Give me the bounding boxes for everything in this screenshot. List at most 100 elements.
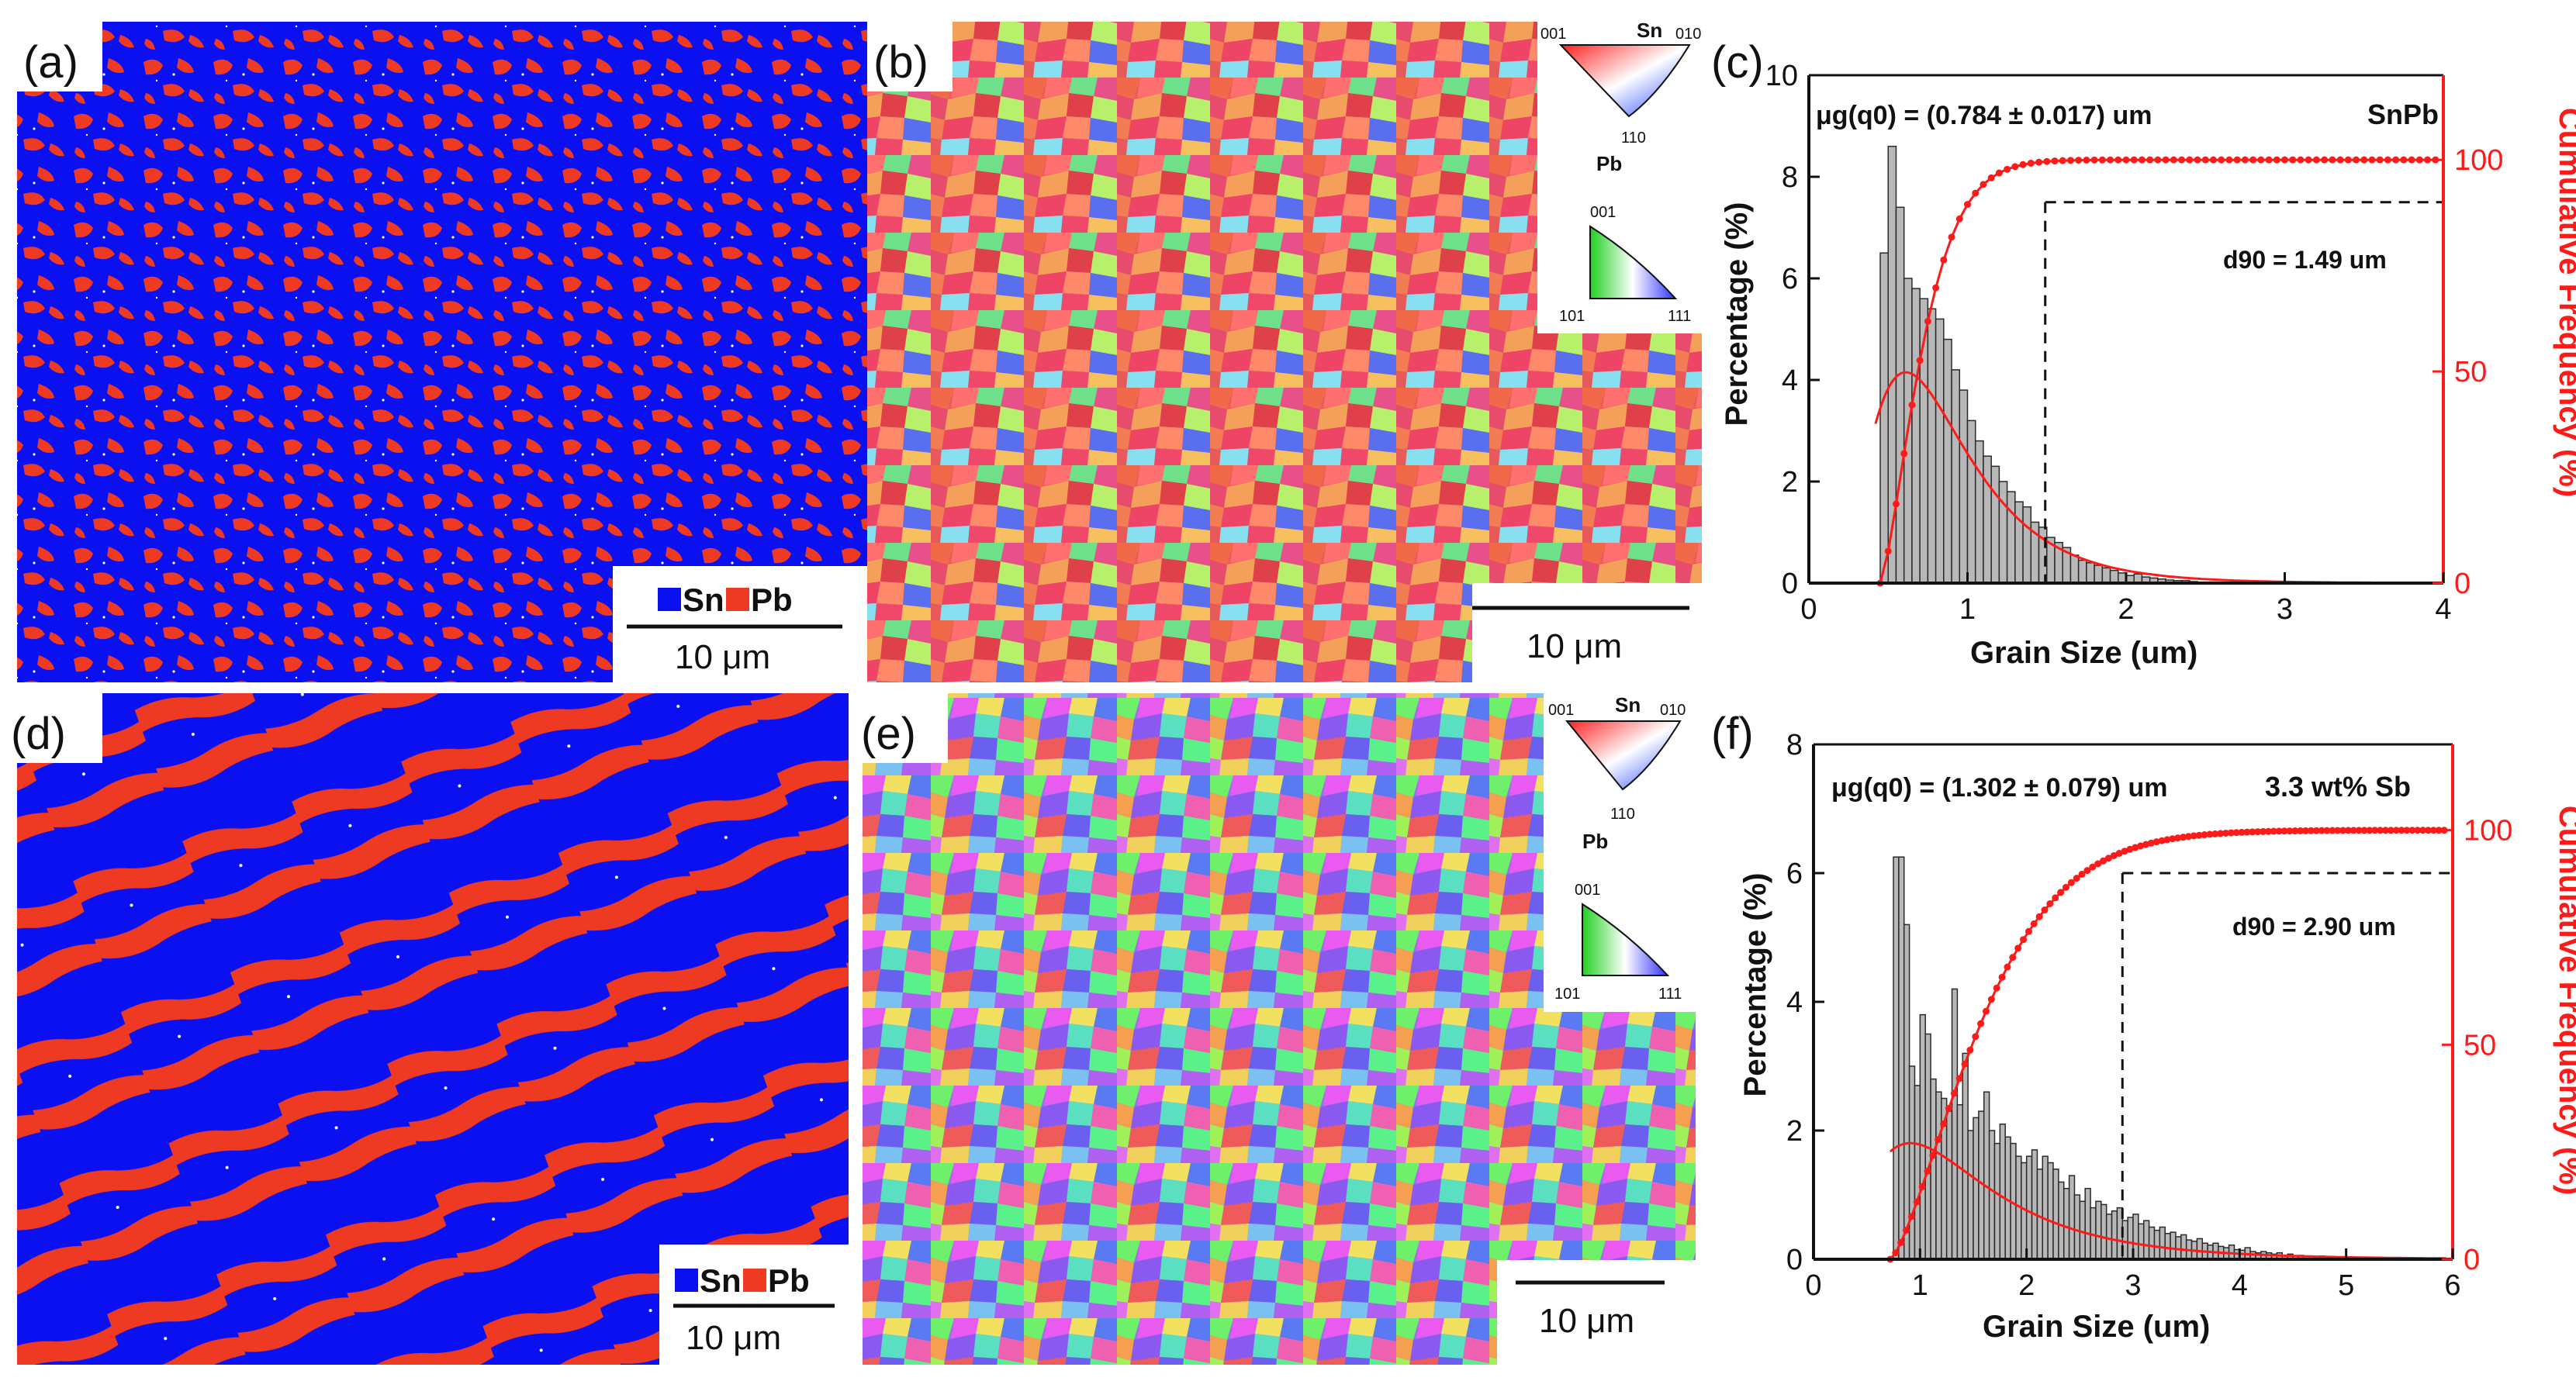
pb-swatch xyxy=(726,588,749,611)
mean-annotation: μg(q0) = (0.784 ± 0.017) um xyxy=(1816,101,2152,130)
legend-box-a xyxy=(613,566,867,682)
ipf-sn-title: Sn xyxy=(1615,693,1641,716)
histogram-bar xyxy=(2180,1234,2187,1260)
histogram-bar xyxy=(1911,288,1921,584)
histogram-bar xyxy=(1927,308,1937,584)
sn-legend-label: Sn xyxy=(700,1262,742,1299)
y-axis-label: Percentage (%) xyxy=(1720,202,1754,426)
histogram-bar xyxy=(2101,1203,2107,1260)
x-tick-label: 2 xyxy=(2018,1269,2035,1302)
histogram-bar xyxy=(2077,559,2087,584)
y-tick-label: 2 xyxy=(1786,1115,1803,1148)
panel-label-c: (c) xyxy=(1711,37,1764,88)
histogram-bar xyxy=(2101,567,2111,584)
y2-tick-label: 50 xyxy=(2464,1029,2496,1062)
y-axis-label: Percentage (%) xyxy=(1738,873,1772,1097)
panel-label-d: (d) xyxy=(11,709,66,759)
chart-panel-c: (c) μg(q0) = (0.784 ± 0.017) um SnPb d90… xyxy=(1711,37,2576,670)
y-tick-label: 2 xyxy=(1782,466,1798,499)
histogram-bar xyxy=(2142,1220,2150,1260)
histogram-bar xyxy=(2138,1223,2145,1260)
panel-label-b: (b) xyxy=(873,37,928,88)
histogram-bars xyxy=(1879,145,2198,584)
ipf-map-b xyxy=(867,22,1702,682)
y2-tick-label: 0 xyxy=(2464,1244,2480,1276)
panel-label-f: (f) xyxy=(1711,709,1754,759)
panel-label-a: (a) xyxy=(23,37,78,88)
x-tick-label: 2 xyxy=(2118,593,2134,626)
ipf-corner-001: 001 xyxy=(1540,26,1566,43)
y-tick-label: 8 xyxy=(1786,729,1803,761)
histogram-bar xyxy=(1967,1130,1974,1260)
histogram-bar xyxy=(2031,1149,2038,1260)
x-tick-label: 1 xyxy=(1959,593,1976,626)
histogram-bar xyxy=(2025,1155,2033,1260)
histogram-bar xyxy=(1903,924,1910,1260)
x-tick-label: 4 xyxy=(2435,593,2451,626)
histogram-bar xyxy=(1959,389,1969,584)
panel-label-bg xyxy=(867,22,953,91)
cumulative-curve xyxy=(1889,829,2444,1260)
histogram-bar xyxy=(1930,1078,1937,1260)
histogram-bar xyxy=(1966,419,1976,584)
histogram-bar xyxy=(1914,1085,1921,1260)
scale-box-e xyxy=(1497,1260,1696,1365)
x-tick-label: 0 xyxy=(1805,1269,1821,1302)
cumulative-curve xyxy=(1879,158,2436,584)
y-tick-label: 4 xyxy=(1786,986,1803,1019)
scale-box-b xyxy=(1472,583,1702,682)
x-tick-label: 6 xyxy=(2444,1269,2460,1302)
y-tick-label: 8 xyxy=(1782,161,1798,194)
sample-annotation: 3.3 wt% Sb xyxy=(2265,771,2411,803)
ipf-corner-010: 010 xyxy=(1675,26,1701,43)
panel-label-bg xyxy=(863,693,948,763)
y2-tick-label: 100 xyxy=(2464,815,2512,848)
ipf-map-e xyxy=(863,693,1696,1365)
sn-legend-label: Sn xyxy=(683,582,724,618)
x-tick-label: 3 xyxy=(2125,1269,2141,1302)
histogram-bar xyxy=(1974,440,1984,584)
histogram-bar xyxy=(2084,1187,2091,1260)
histogram-bar xyxy=(2058,1181,2065,1260)
scale-label-d: 10 μm xyxy=(686,1319,781,1357)
histogram-bar xyxy=(1935,1091,1942,1260)
ipf-corner-110: 110 xyxy=(1610,806,1635,823)
ipf-sn-triangle xyxy=(1558,44,1691,118)
histogram-bar xyxy=(2105,1214,2113,1260)
histogram-bar xyxy=(1999,1123,2006,1260)
histogram-bar xyxy=(1983,455,1992,584)
histogram-bar xyxy=(1895,206,1905,584)
panel-label-e: (e) xyxy=(861,709,916,759)
histogram-bar xyxy=(1990,465,2000,584)
histogram-bar xyxy=(1951,369,1961,584)
histogram-bar xyxy=(2063,1187,2070,1260)
x-tick-label: 0 xyxy=(1800,593,1817,626)
ipf-pb-corner-111: 111 xyxy=(1668,308,1691,325)
histogram-bar xyxy=(2109,569,2119,584)
panel-label-bg xyxy=(17,22,102,91)
histogram-bar xyxy=(2036,1169,2044,1260)
y2-tick-label: 50 xyxy=(2454,356,2487,388)
x-axis-label: Grain Size (um) xyxy=(1983,1310,2210,1344)
histogram-bar xyxy=(1951,988,1959,1260)
pb-legend-label: Pb xyxy=(768,1262,810,1299)
histogram-bar xyxy=(2068,1175,2076,1260)
ipf-pb-corner-101: 101 xyxy=(1559,308,1585,325)
histogram-bar xyxy=(1988,1130,1996,1260)
y-tick-label: 6 xyxy=(1782,263,1798,295)
d90-annotation: d90 = 1.49 um xyxy=(2223,246,2387,274)
y-tick-label: 0 xyxy=(1786,1244,1803,1276)
scale-label-a: 10 μm xyxy=(675,638,770,676)
y2-axis-label: Cumulative Frequency (%) xyxy=(2553,108,2576,497)
histogram-bar xyxy=(2006,491,2016,584)
y2-axis-label: Cumulative Frequency (%) xyxy=(2553,806,2576,1195)
histogram-bar xyxy=(2153,1229,2161,1260)
panel-a: (a) Sn Pb 10 μm xyxy=(17,22,867,682)
histogram-bar xyxy=(1898,856,1905,1260)
ipf-pb-title: Pb xyxy=(1596,152,1622,175)
ipf-pb-title: Pb xyxy=(1582,830,1608,853)
scale-label-e: 10 μm xyxy=(1539,1302,1634,1340)
histogram-bar xyxy=(2086,562,2095,584)
histogram-bar xyxy=(2111,1210,2118,1260)
